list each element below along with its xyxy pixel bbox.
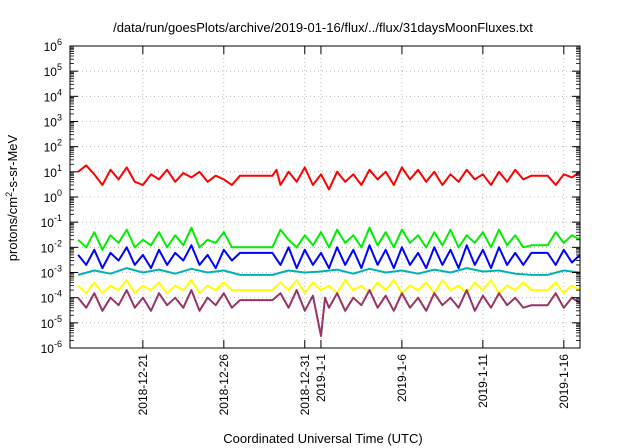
y-tick-label: 106 (44, 37, 62, 54)
x-tick-label: 2019-1-6 (395, 354, 409, 402)
x-tick-label: 2019-1-16 (557, 354, 571, 409)
series-line (77, 226, 581, 251)
y-tick-exponent: 4 (57, 87, 62, 97)
y-tick-exponent: 2 (57, 138, 62, 148)
y-tick-label: 104 (44, 87, 62, 104)
y-tick-label: 102 (44, 138, 62, 155)
series-layer (77, 164, 581, 337)
y-axis-label-rest: -s-sr-MeV (5, 134, 20, 191)
x-tick-label: 2018-12-31 (298, 354, 312, 416)
y-tick-base: 10 (41, 216, 55, 230)
y-tick-base: 10 (41, 317, 55, 331)
series-line (77, 289, 581, 337)
y-tick-label: 101 (44, 163, 62, 180)
y-tick-base: 10 (44, 40, 58, 54)
x-tick-labels: 2018-12-21 2018-12-26 2018-12-31 2019-1-1 20… (136, 354, 571, 416)
y-tick-label: 10-3 (41, 264, 62, 281)
y-tick-labels: 10-610-510-410-310-210-11001011021031041… (41, 37, 62, 356)
y-tick-base: 10 (44, 65, 58, 79)
y-tick-exponent: -1 (54, 213, 62, 223)
y-tick-exponent: 3 (57, 113, 62, 123)
y-tick-base: 10 (44, 116, 58, 130)
y-tick-label: 105 (44, 62, 62, 79)
y-tick-label: 10-5 (41, 314, 62, 331)
chart-title: /data/run/goesPlots/archive/2019-01-16/f… (113, 20, 533, 35)
y-tick-base: 10 (41, 267, 55, 281)
y-tick-exponent: 6 (57, 37, 62, 47)
y-tick-label: 103 (44, 113, 62, 130)
y-tick-exponent: 1 (57, 163, 62, 173)
y-tick-exponent: -5 (54, 314, 62, 324)
x-axis-label: Coordinated Universal Time (UTC) (223, 431, 422, 446)
y-axis-label-base: protons/cm (5, 197, 20, 261)
y-tick-exponent: -3 (54, 264, 62, 274)
x-tick-label: 2018-12-21 (136, 354, 150, 416)
x-tick-label: 2018-12-26 (217, 354, 231, 416)
y-tick-exponent: 0 (57, 188, 62, 198)
y-tick-exponent: -6 (54, 339, 62, 349)
y-tick-exponent: -2 (54, 238, 62, 248)
y-tick-base: 10 (44, 90, 58, 104)
axis-ticks (70, 45, 580, 349)
y-tick-base: 10 (44, 141, 58, 155)
y-axis-label-sup: 2 (4, 192, 14, 197)
y-tick-label: 10-6 (41, 339, 62, 356)
x-tick-label: 2019-1-11 (476, 354, 490, 408)
y-axis-label: protons/cm2-s-sr-MeV (4, 134, 20, 261)
y-tick-label: 10-2 (41, 238, 62, 255)
y-tick-base: 10 (44, 191, 58, 205)
y-tick-base: 10 (41, 342, 55, 356)
y-tick-exponent: 5 (57, 62, 62, 72)
grid (70, 46, 580, 348)
y-tick-label: 100 (44, 188, 62, 205)
series-line (77, 244, 581, 270)
series-line (77, 267, 581, 276)
y-tick-label: 10-4 (41, 289, 62, 306)
series-line (77, 279, 581, 295)
y-tick-label: 10-1 (41, 213, 62, 230)
y-tick-exponent: -4 (54, 289, 62, 299)
y-tick-base: 10 (41, 241, 55, 255)
x-tick-label: 2019-1-1 (314, 354, 328, 402)
y-tick-base: 10 (41, 292, 55, 306)
series-line (77, 164, 581, 191)
y-tick-base: 10 (44, 166, 58, 180)
